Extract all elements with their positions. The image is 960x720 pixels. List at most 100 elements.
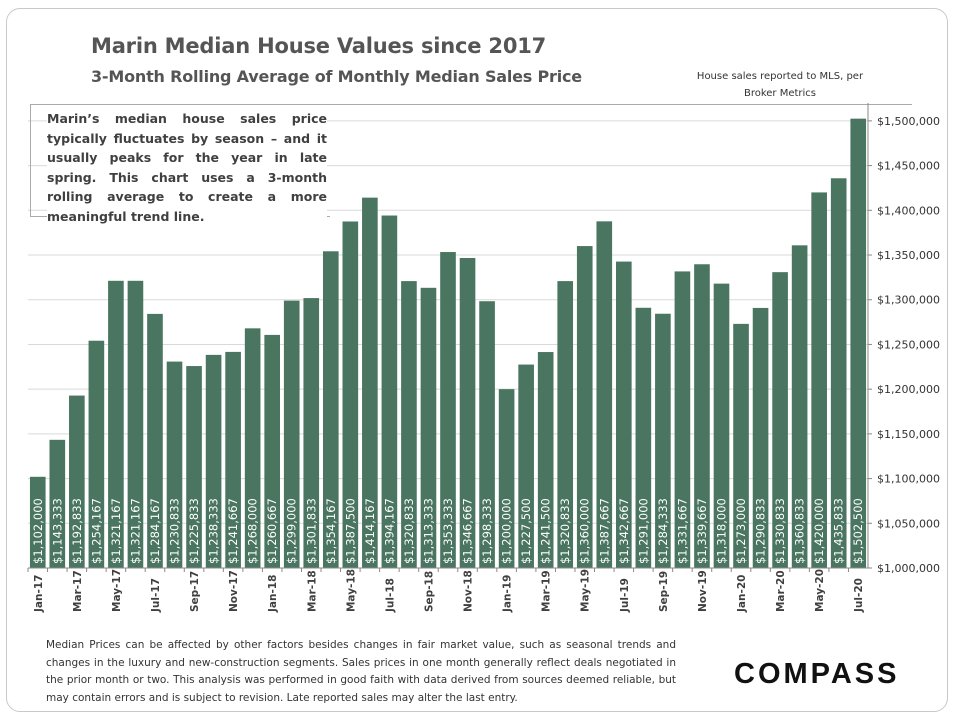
bar bbox=[850, 118, 867, 568]
x-tick-label: Jan-20 bbox=[736, 575, 748, 613]
bar-value-label: $1,284,167 bbox=[148, 498, 162, 564]
x-tick-label: Jul-20 bbox=[853, 578, 865, 613]
y-tick-label: $1,500,000 bbox=[877, 115, 940, 128]
bar-value-label: $1,435,833 bbox=[832, 498, 846, 564]
x-tick-label: Mar-20 bbox=[775, 570, 787, 612]
bar bbox=[381, 215, 398, 568]
bar bbox=[557, 281, 574, 568]
x-tick-label: Nov-19 bbox=[697, 570, 709, 612]
y-tick-label: $1,250,000 bbox=[877, 338, 940, 351]
y-tick-label: $1,050,000 bbox=[877, 517, 940, 530]
x-tick-label: Nov-18 bbox=[463, 570, 475, 612]
x-tick-label: Jan-19 bbox=[502, 575, 514, 613]
bar-value-label: $1,387,500 bbox=[343, 498, 357, 564]
bar-value-label: $1,360,833 bbox=[793, 498, 807, 564]
bar bbox=[166, 361, 183, 568]
x-tick-label: Jul-18 bbox=[384, 578, 396, 613]
bars: $1,102,000 $1,143,333 $1,192,833 $1,254,167… bbox=[29, 118, 867, 569]
x-tick-label: Jul-17 bbox=[150, 578, 162, 613]
bar-value-label: $1,254,167 bbox=[89, 498, 103, 564]
bar bbox=[635, 307, 652, 568]
bar bbox=[88, 340, 105, 568]
bar-value-label: $1,353,333 bbox=[441, 498, 455, 564]
bar-value-label: $1,320,833 bbox=[402, 498, 416, 564]
bar bbox=[830, 178, 847, 569]
bar bbox=[205, 354, 222, 568]
bar bbox=[811, 192, 827, 568]
bar bbox=[225, 351, 241, 568]
bar bbox=[29, 476, 46, 568]
bar-value-label: $1,346,667 bbox=[461, 498, 475, 564]
bar-value-label: $1,301,833 bbox=[304, 498, 318, 564]
bar-value-label: $1,238,333 bbox=[207, 498, 221, 564]
bar bbox=[537, 352, 554, 568]
bar bbox=[322, 251, 339, 568]
bar-value-label: $1,342,667 bbox=[617, 498, 631, 564]
bar bbox=[186, 366, 202, 568]
x-tick-label: May-17 bbox=[111, 569, 123, 612]
chart-frame bbox=[6, 8, 948, 712]
bar bbox=[752, 307, 769, 568]
bar-value-label: $1,143,333 bbox=[50, 498, 64, 564]
bar-value-label: $1,227,500 bbox=[519, 498, 533, 564]
bar bbox=[147, 313, 163, 568]
bar-value-label: $1,102,000 bbox=[31, 498, 45, 564]
bar bbox=[772, 272, 788, 568]
bar bbox=[303, 298, 320, 568]
bar bbox=[127, 280, 144, 568]
x-tick-label: Mar-17 bbox=[72, 570, 84, 612]
bar bbox=[713, 283, 730, 568]
source-note: House sales reported to MLS, per Broker … bbox=[696, 71, 864, 99]
bar-value-label: $1,313,333 bbox=[421, 498, 435, 564]
bar-value-label: $1,299,000 bbox=[285, 498, 299, 564]
header-divider bbox=[30, 104, 912, 105]
footnote: Median Prices can be affected by other f… bbox=[46, 639, 676, 704]
bar-value-label: $1,298,333 bbox=[480, 498, 494, 564]
chart-subtitle: 3-Month Rolling Average of Monthly Media… bbox=[91, 67, 582, 86]
bar-value-label: $1,420,000 bbox=[812, 498, 826, 564]
bar-value-label: $1,502,500 bbox=[851, 498, 865, 564]
bar bbox=[401, 281, 417, 568]
y-tick-label: $1,200,000 bbox=[877, 383, 940, 396]
bar bbox=[420, 287, 437, 568]
bar bbox=[791, 245, 808, 568]
bar bbox=[108, 280, 124, 568]
x-tick-label: Jan-18 bbox=[267, 575, 279, 613]
bar-value-label: $1,273,000 bbox=[734, 498, 748, 564]
x-tick-label: Sep-17 bbox=[189, 571, 201, 612]
bar-value-label: $1,225,833 bbox=[187, 498, 201, 564]
bar bbox=[459, 257, 476, 568]
bar-value-label: $1,318,000 bbox=[714, 498, 728, 564]
bar-value-label: $1,321,167 bbox=[109, 498, 123, 564]
bar bbox=[576, 246, 593, 569]
bar bbox=[655, 313, 671, 568]
bar bbox=[342, 221, 359, 568]
bar-value-label: $1,192,833 bbox=[70, 498, 84, 564]
bar bbox=[674, 271, 691, 568]
chart-title: Marin Median House Values since 2017 bbox=[91, 34, 547, 58]
bar bbox=[733, 323, 749, 568]
bar bbox=[69, 395, 85, 568]
bar bbox=[518, 364, 534, 568]
x-tick-label: Jan-17 bbox=[33, 575, 45, 613]
bar-value-label: $1,241,500 bbox=[539, 498, 553, 564]
bar-value-label: $1,284,333 bbox=[656, 498, 670, 564]
x-tick-label: Mar-19 bbox=[541, 570, 553, 612]
bar bbox=[264, 334, 280, 568]
x-tick-label: Sep-19 bbox=[658, 571, 670, 612]
bar-value-label: $1,230,833 bbox=[168, 498, 182, 564]
bar-value-label: $1,321,167 bbox=[128, 498, 142, 564]
y-tick-label: $1,150,000 bbox=[877, 428, 940, 441]
bar bbox=[283, 300, 300, 568]
compass-logo: COMPASS bbox=[734, 658, 900, 690]
y-tick-label: $1,100,000 bbox=[877, 473, 940, 486]
bar-value-label: $1,394,167 bbox=[382, 498, 396, 564]
bar-value-label: $1,241,667 bbox=[226, 498, 240, 564]
axes: $1,000,000 $1,050,000 $1,100,000 $1,150,000… bbox=[27, 103, 940, 613]
bar-value-label: $1,320,833 bbox=[558, 498, 572, 564]
bar-value-label: $1,260,667 bbox=[265, 498, 279, 564]
bar-value-label: $1,290,833 bbox=[754, 498, 768, 564]
bar bbox=[440, 252, 456, 568]
bar bbox=[498, 389, 515, 568]
